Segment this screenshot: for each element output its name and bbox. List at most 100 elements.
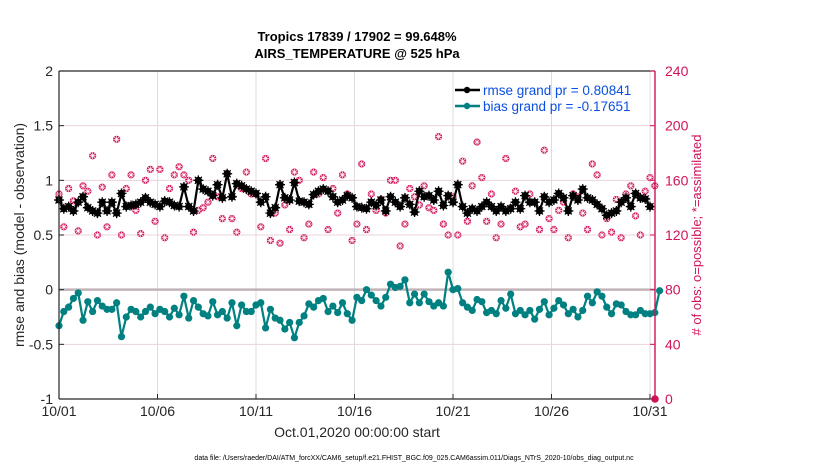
rmse-point	[409, 207, 420, 218]
rmse-marker-asterisk	[476, 201, 487, 212]
obs-count-point	[617, 234, 625, 242]
legend-rmse-marker	[463, 86, 471, 94]
obs-count-point	[89, 152, 97, 160]
y-tick-label: 1.5	[34, 118, 54, 134]
bias-point	[377, 302, 385, 310]
rmse-marker-asterisk	[587, 195, 598, 206]
rmse-marker-asterisk	[563, 205, 574, 216]
y-axis-label: rmse and bias (model - observation)	[11, 123, 27, 347]
obs-count-point	[228, 215, 236, 223]
obs-count-point	[74, 227, 82, 235]
obs-count-point	[478, 174, 486, 182]
rmse-point	[572, 195, 583, 206]
rmse-point	[68, 205, 79, 216]
obs-marker-asterisk	[488, 190, 495, 198]
bias-point	[521, 311, 529, 319]
rmse-marker-asterisk	[601, 210, 612, 221]
rmse-marker-asterisk	[640, 193, 651, 204]
obs-marker-asterisk	[493, 234, 500, 241]
bias-point	[603, 303, 611, 311]
obs-marker-asterisk	[175, 163, 183, 170]
obs-marker-asterisk	[204, 199, 212, 206]
obs-count-point	[113, 135, 121, 143]
bias-point	[631, 311, 640, 319]
rmse-marker-asterisk	[472, 205, 483, 216]
bias-point	[406, 299, 414, 307]
rmse-marker-asterisk	[361, 203, 372, 214]
bias-point	[535, 305, 544, 313]
obs-count-point	[348, 236, 356, 245]
bias-point	[454, 284, 462, 293]
rmse-point	[505, 203, 516, 214]
rmse-marker-asterisk	[534, 205, 545, 216]
rmse-marker-asterisk	[255, 197, 266, 208]
y-right-tick-label: 80	[665, 282, 681, 298]
bias-point	[420, 290, 428, 298]
x-tick-label: 10/16	[337, 403, 372, 419]
obs-marker-asterisk	[521, 220, 529, 228]
obs-marker-asterisk	[103, 223, 111, 230]
rmse-marker-asterisk	[121, 201, 132, 212]
rmse-marker-asterisk	[577, 184, 588, 195]
bias-point	[439, 302, 447, 310]
obs-count-point	[324, 225, 332, 234]
obs-marker-asterisk	[233, 229, 240, 236]
obs-count-point	[545, 215, 553, 223]
rmse-marker-asterisk	[183, 201, 194, 212]
obs-marker-asterisk	[478, 174, 486, 181]
rmse-point	[448, 197, 458, 208]
rmse-marker-asterisk	[198, 184, 209, 195]
bias-point	[300, 312, 308, 320]
bias-point	[247, 307, 255, 316]
bias-point	[79, 316, 87, 324]
rmse-marker-asterisk	[68, 205, 79, 216]
bias-point	[324, 307, 332, 316]
bias-point	[180, 292, 188, 300]
obs-count-point	[535, 225, 544, 234]
obs-count-point	[199, 204, 207, 212]
rmse-marker-asterisk	[164, 197, 175, 208]
obs-count-point	[463, 217, 472, 225]
bias-point	[410, 290, 419, 298]
obs-marker-asterisk	[296, 177, 303, 184]
rmse-point	[443, 190, 454, 201]
obs-count-point	[583, 225, 592, 234]
rmse-marker-asterisk	[169, 200, 180, 211]
bias-point	[65, 303, 73, 311]
obs-marker-asterisk	[190, 229, 197, 236]
rmse-marker-asterisk	[568, 190, 579, 201]
rmse-marker-asterisk	[241, 184, 252, 195]
rmse-point	[577, 184, 588, 195]
obs-count-point	[204, 198, 212, 206]
obs-count-point	[141, 176, 150, 184]
obs-marker-asterisk	[79, 182, 87, 189]
rmse-point	[404, 199, 415, 210]
obs-count-point	[483, 217, 491, 225]
obs-marker-asterisk	[320, 174, 327, 181]
rmse-point	[178, 181, 189, 192]
obs-marker-asterisk	[161, 234, 168, 241]
rmse-marker-asterisk	[505, 203, 516, 214]
rmse-point	[361, 203, 372, 214]
y-right-tick-label: 240	[665, 63, 689, 79]
obs-count-point	[468, 182, 476, 190]
rmse-marker-asterisk	[395, 201, 406, 212]
obs-count-point	[564, 234, 572, 242]
rmse-point	[395, 201, 406, 212]
obs-count-point	[473, 138, 481, 146]
rmse-point	[188, 205, 199, 216]
bias-point	[223, 314, 231, 322]
rmse-point	[212, 179, 223, 190]
obs-marker-asterisk	[276, 240, 284, 247]
bias-point	[583, 292, 592, 300]
bias-point	[396, 282, 404, 290]
rmse-point	[548, 195, 559, 206]
legend: rmse grand pr = 0.80841 bias grand pr = …	[455, 83, 631, 114]
obs-marker-asterisk	[617, 234, 625, 241]
rmse-point	[226, 191, 237, 202]
x-tick-label: 10/06	[140, 403, 175, 419]
bias-point	[266, 305, 275, 313]
bias-point	[425, 298, 433, 306]
bias-point	[656, 287, 664, 295]
